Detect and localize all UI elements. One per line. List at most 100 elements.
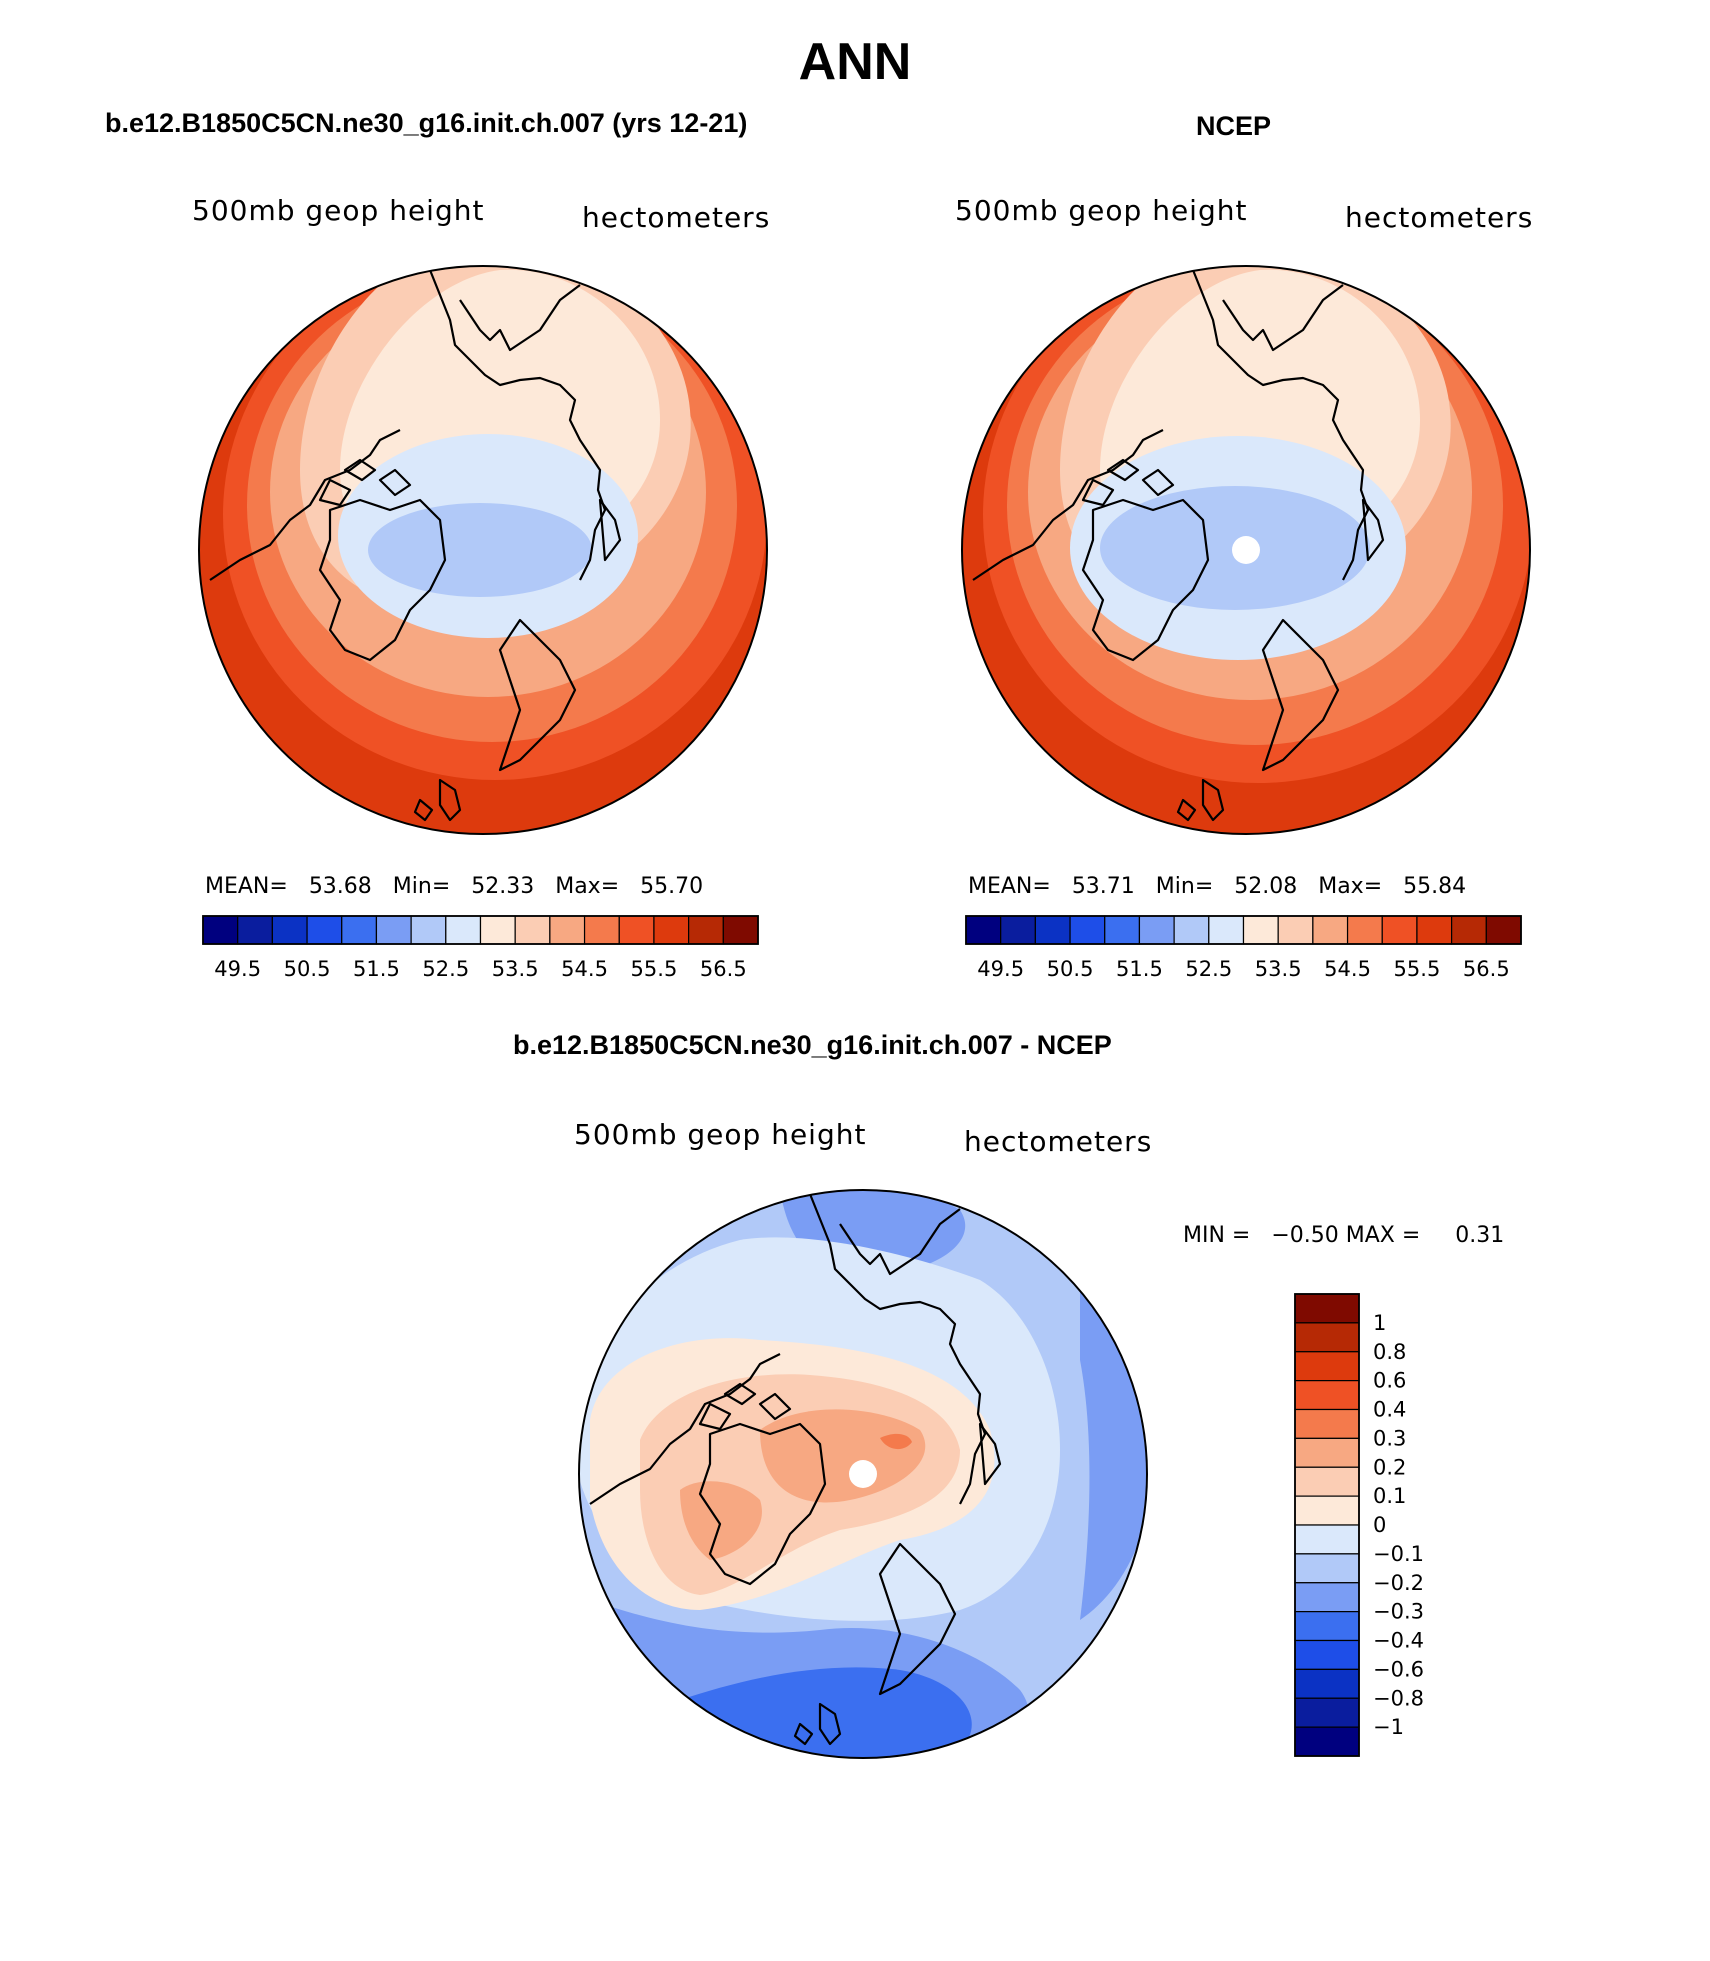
colorbar-swatch <box>237 915 273 945</box>
colorbar-tick-label: 0 <box>1373 1513 1386 1537</box>
coast-arctic-islands <box>1081 458 1175 507</box>
colorbar-tick-label: 0.4 <box>1373 1398 1406 1422</box>
min-label: MIN = <box>1183 1223 1251 1248</box>
map-difference <box>578 1189 1148 1759</box>
panel2-stats: MEAN= 53.71 Min= 52.08 Max= 55.84 <box>968 874 1466 899</box>
colorbar-frame <box>965 915 1522 945</box>
coast-arctic-islands <box>318 458 412 507</box>
colorbar-swatch <box>410 915 447 945</box>
colorbar-tick-label: 53.5 <box>492 957 539 981</box>
colorbar-swatch <box>271 915 308 945</box>
panel2-title: NCEP <box>1196 111 1272 141</box>
colorbar-swatch <box>1034 915 1071 945</box>
coast-scandinavia <box>878 1542 957 1696</box>
coast-greenland <box>318 498 447 662</box>
colorbar-swatch <box>965 915 1002 945</box>
coast-greenland <box>698 1422 827 1586</box>
colorbar-swatch <box>1294 1582 1360 1613</box>
panel1-units: hectometers <box>582 201 771 234</box>
zone-0-2-greenland <box>680 1481 762 1560</box>
panel3-title: b.e12.B1850C5CN.ne30_g16.init.ch.007 - N… <box>513 1030 1112 1060</box>
colorbar-swatch <box>549 915 586 945</box>
colorbar-tick-label: −0.2 <box>1373 1571 1424 1595</box>
colorbar-swatch <box>722 915 759 945</box>
colorbar-swatch <box>1312 915 1349 945</box>
coast-british-isles <box>793 1702 842 1746</box>
colorbar-swatch <box>1173 915 1210 945</box>
colorbar-tick-label: 49.5 <box>214 957 261 981</box>
colorbar-swatch <box>306 915 343 945</box>
coast-arctic-islands <box>698 1382 792 1431</box>
colorbar-swatch <box>341 915 378 945</box>
colorbar-swatch <box>1381 915 1418 945</box>
colorbar-tick-label: 54.5 <box>1324 957 1371 981</box>
zone-minus-0-3-east <box>1080 1280 1147 1620</box>
colorbar-swatch <box>1294 1726 1360 1757</box>
colorbar-ncep: 49.5 50.5 51.5 52.5 53.5 54.5 55.5 56.5 <box>965 915 1522 981</box>
max-value: 0.31 <box>1455 1223 1505 1248</box>
zone-0-3 <box>880 1433 912 1450</box>
colorbar-tick-label: 54.5 <box>561 957 608 981</box>
colorbar-tick-label: −0.6 <box>1373 1657 1424 1681</box>
colorbar-tick-label: 56.5 <box>1463 957 1510 981</box>
colorbar-swatch <box>514 915 551 945</box>
coast-north-america <box>589 1353 781 1505</box>
zone-51-5 <box>368 503 592 597</box>
colorbar-swatch <box>583 915 620 945</box>
colorbar-swatch <box>1485 915 1522 945</box>
colorbar-swatch <box>653 915 690 945</box>
colorbar-tick-label: 1 <box>1373 1311 1386 1335</box>
colorbar-swatch <box>1294 1553 1360 1584</box>
coast-scandinavia <box>1261 618 1340 772</box>
coast-kamchatka <box>1361 498 1385 562</box>
coast-british-isles <box>413 778 462 822</box>
map-border <box>961 265 1531 835</box>
mean-label: MEAN= <box>205 874 288 899</box>
coastlines <box>589 1193 1002 1746</box>
mean-label: MEAN= <box>968 874 1051 899</box>
coast-siberia <box>839 1208 961 1276</box>
colorbar-swatch <box>1451 915 1487 945</box>
colorbar-tick-label: 51.5 <box>353 957 400 981</box>
colorbar-tick-label: 52.5 <box>1185 957 1232 981</box>
colorbar-swatch <box>1000 915 1036 945</box>
coast-greenland <box>1081 498 1210 662</box>
colorbar-tick-label: 50.5 <box>1047 957 1094 981</box>
colorbar-swatch <box>1294 1466 1360 1497</box>
max-label: MAX = <box>1345 1223 1421 1248</box>
colorbar-swatch <box>375 915 412 945</box>
colorbar-swatch <box>1294 1322 1360 1353</box>
colorbar-swatch <box>1294 1437 1360 1468</box>
coast-siberia <box>459 284 581 352</box>
colorbar-tick-label: −1 <box>1373 1715 1404 1739</box>
min-label: Min= <box>392 874 451 899</box>
min-label: Min= <box>1155 874 1214 899</box>
colorbar-tick-label: −0.3 <box>1373 1600 1424 1624</box>
colorbar-tick-label: −0.8 <box>1373 1686 1424 1710</box>
colorbar-tick-label: 53.5 <box>1255 957 1302 981</box>
panel1-variable: 500mb geop height <box>192 194 485 227</box>
colorbar-tick-label: 0.2 <box>1373 1455 1406 1479</box>
panel2-units: hectometers <box>1345 201 1534 234</box>
colorbar-swatch <box>1294 1611 1360 1642</box>
coast-north-america <box>209 429 401 581</box>
colorbar-tick-label: 50.5 <box>284 957 331 981</box>
colorbar-swatch <box>1294 1668 1360 1699</box>
colorbar-swatch <box>1416 915 1453 945</box>
panel3-variable: 500mb geop height <box>574 1118 867 1151</box>
colorbar-swatch <box>1294 1380 1360 1411</box>
coast-kamchatka <box>978 1422 1002 1486</box>
coast-kamchatka <box>598 498 622 562</box>
map-ncep <box>961 265 1531 835</box>
coast-north-america <box>972 429 1164 581</box>
colorbar-difference: 1 0.8 0.6 0.4 0.3 0.2 0.1 0 −0.1 −0.2 −0.3 −0.4 −0.6… <box>1294 1293 1424 1757</box>
coast-scandinavia <box>498 618 577 772</box>
colorbar-tick-label: 55.5 <box>1394 957 1441 981</box>
colorbar-model: 49.5 50.5 51.5 52.5 53.5 54.5 55.5 56.5 <box>202 915 759 981</box>
colorbar-swatch <box>1294 1639 1360 1670</box>
colorbar-swatch <box>1208 915 1245 945</box>
colorbar-swatch <box>479 915 516 945</box>
colorbar-tick-label: 0.1 <box>1373 1484 1406 1508</box>
colorbar-tick-label: −0.1 <box>1373 1542 1424 1566</box>
